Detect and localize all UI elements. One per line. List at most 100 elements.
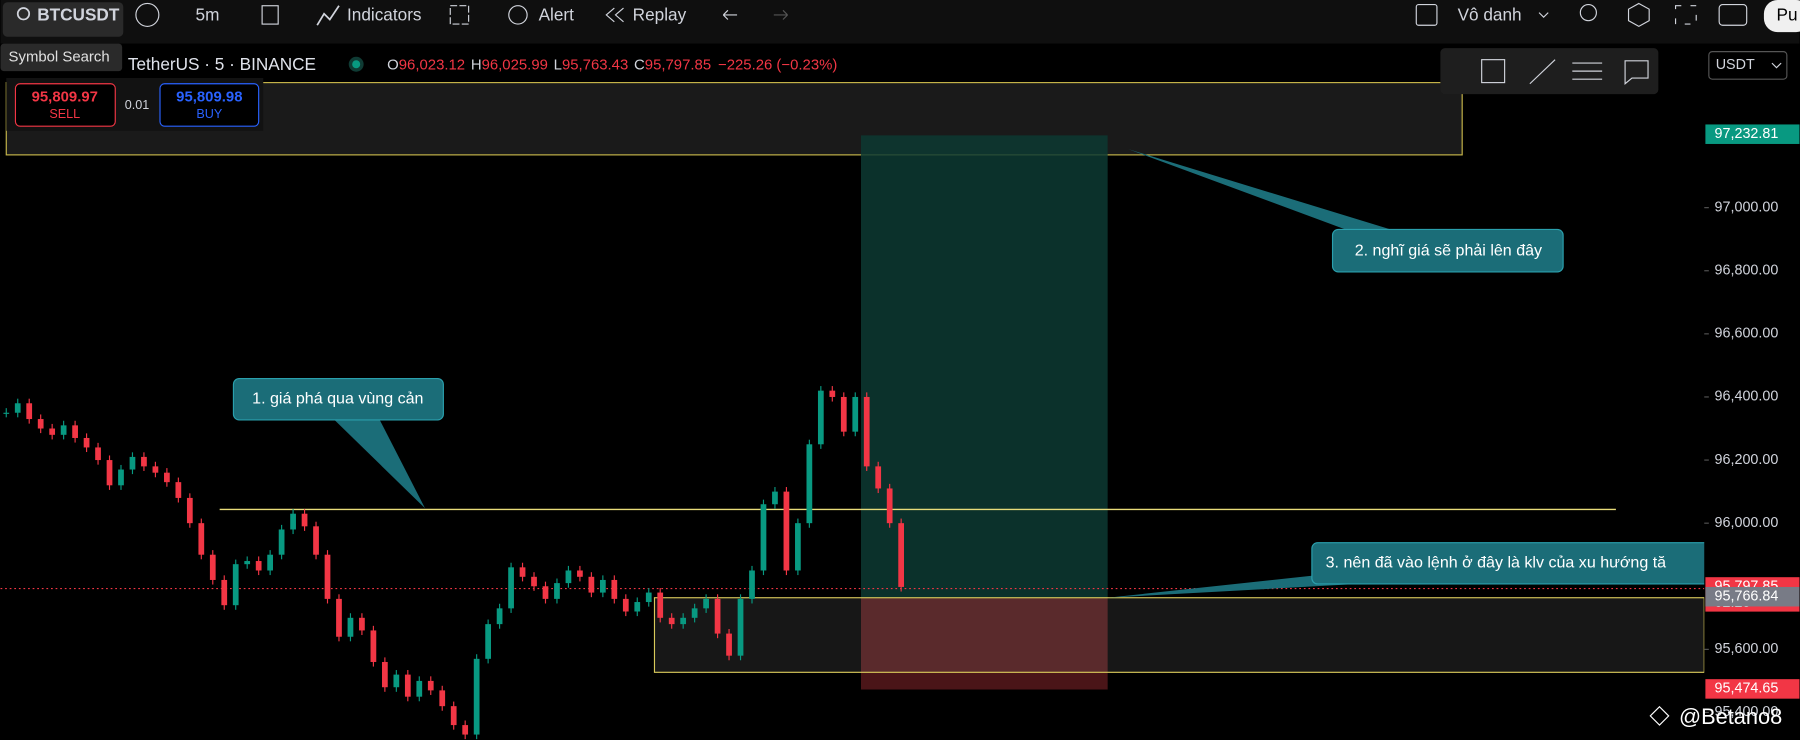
candle [542, 586, 549, 599]
tick-label: 96,800.00 [1715, 263, 1779, 279]
candle [129, 456, 136, 470]
sell-label[interactable]: SELL [49, 107, 80, 121]
symbol[interactable]: BTCUSDT [37, 5, 120, 25]
long-stop-zone [860, 597, 1108, 690]
interval[interactable]: 5m [196, 5, 220, 25]
candle [255, 561, 262, 571]
add-symbol[interactable] [135, 2, 160, 27]
quantity[interactable]: 0.01 [125, 98, 150, 112]
candle [817, 390, 824, 445]
callout-tail [1128, 149, 1395, 231]
candle [795, 523, 801, 571]
candle [382, 661, 388, 688]
currency[interactable]: USDT [1716, 57, 1755, 73]
candle [749, 570, 755, 599]
candle [519, 567, 526, 577]
candle [278, 529, 285, 555]
candle [370, 630, 377, 662]
candle [83, 437, 90, 448]
candle [232, 564, 239, 606]
rectangle-tool[interactable] [1481, 59, 1506, 84]
candle [186, 497, 193, 524]
sell-button[interactable] [14, 83, 116, 127]
symbol-button[interactable] [2, 2, 124, 37]
price-label: 95,766.84 [1715, 589, 1779, 605]
quick-search[interactable] [1579, 4, 1597, 22]
candle [599, 579, 606, 593]
buy-price[interactable]: 95,809.98 [176, 89, 242, 105]
candle [324, 554, 331, 599]
buy-label[interactable]: BUY [196, 107, 223, 121]
candle [588, 576, 595, 593]
candle [829, 390, 836, 397]
candle [244, 561, 251, 565]
chart-type[interactable] [261, 5, 279, 25]
sell-price[interactable]: 95,809.97 [32, 89, 98, 105]
candle [691, 608, 698, 618]
publish-button[interactable] [1763, 0, 1800, 33]
candle [703, 598, 709, 609]
candle [898, 523, 905, 587]
candle [462, 725, 469, 735]
candle [267, 554, 274, 571]
price-label-box [1705, 679, 1800, 699]
high: 96,025.99 [482, 57, 548, 73]
buy-button[interactable] [159, 83, 260, 127]
o-label: O [387, 57, 399, 73]
candle [164, 472, 170, 483]
toolbar [0, 0, 1800, 44]
candle [221, 579, 228, 606]
price-label-box [1705, 124, 1800, 144]
price-label-box [1705, 586, 1800, 607]
candle [496, 608, 503, 625]
price-axis [1704, 43, 1800, 740]
replay[interactable]: Replay [633, 5, 687, 25]
currency-button[interactable] [1708, 51, 1788, 80]
candle [886, 488, 893, 524]
candle [37, 419, 44, 429]
candle [714, 598, 721, 634]
candle [760, 504, 767, 571]
tick-label: 95,400.00 [1715, 704, 1779, 720]
callout-tail [1107, 573, 1378, 598]
candle [175, 482, 182, 498]
price-label: 95,474.65 [1715, 681, 1779, 697]
close: 95,797.85 [645, 57, 711, 73]
candle [347, 617, 354, 637]
publish[interactable]: Pu [1777, 5, 1798, 25]
candle [141, 456, 147, 467]
tooltip: Symbol Search [9, 49, 110, 65]
annotation: 1. giá phá qua vùng cản [252, 390, 423, 408]
candle [611, 579, 618, 599]
alert[interactable]: Alert [539, 5, 575, 25]
line-tool[interactable] [1529, 59, 1556, 85]
candle [577, 570, 583, 577]
candle [3, 412, 10, 414]
fullscreen[interactable] [1674, 5, 1697, 25]
candle [875, 466, 882, 489]
note-tool[interactable] [1624, 60, 1649, 85]
l-label: L [554, 57, 562, 73]
candle [60, 425, 67, 435]
callout: 2. nghĩ giá sẽ phải lên đây [1128, 149, 1564, 273]
callout-tail [333, 418, 426, 509]
snapshot[interactable] [1718, 4, 1748, 26]
candle [565, 570, 572, 584]
templates[interactable] [449, 5, 470, 25]
fib-tool[interactable] [1572, 62, 1603, 80]
indicators[interactable]: Indicators [347, 5, 422, 25]
undo[interactable] [722, 9, 738, 20]
candle [622, 598, 629, 612]
settings[interactable] [1627, 2, 1650, 28]
market-status [348, 56, 364, 72]
candle [14, 403, 21, 413]
candle [427, 680, 434, 691]
redo[interactable] [773, 9, 788, 20]
caret [1771, 62, 1782, 69]
candle [645, 592, 652, 603]
long-profit-zone [860, 135, 1108, 598]
layout-name[interactable]: Vô danh [1458, 5, 1522, 25]
callout-box [1331, 228, 1564, 273]
